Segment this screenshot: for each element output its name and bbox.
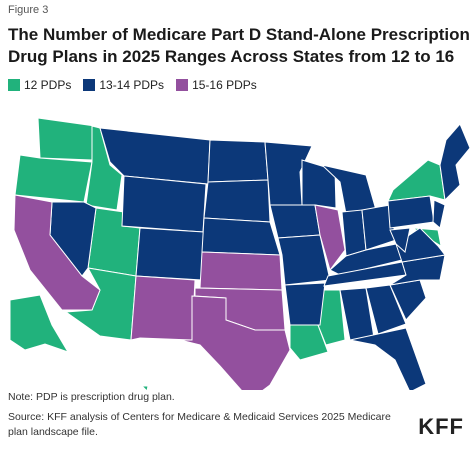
figure-label: Figure 3 — [8, 4, 49, 16]
state — [349, 327, 427, 390]
state — [135, 227, 205, 281]
state — [387, 195, 435, 229]
legend-swatch — [8, 79, 20, 91]
state — [9, 294, 70, 353]
state — [277, 234, 331, 286]
note: Note: PDP is prescription drug plan. — [8, 391, 175, 403]
state — [389, 227, 411, 253]
legend-label: 13-14 PDPs — [99, 78, 165, 92]
state — [207, 139, 269, 183]
state — [14, 154, 93, 203]
logo: KFF — [418, 414, 464, 439]
state — [387, 159, 446, 202]
state — [201, 217, 281, 256]
title: The Number of Medicare Part D Stand-Alon… — [8, 25, 470, 66]
state — [199, 251, 283, 291]
state — [264, 141, 313, 206]
state — [439, 123, 471, 202]
state — [121, 175, 207, 233]
legend-item: 15-16 PDPs — [176, 78, 257, 92]
state — [269, 204, 321, 239]
legend: 12 PDPs 13-14 PDPs 15-16 PDPs — [8, 78, 257, 92]
legend-item: 12 PDPs — [8, 78, 71, 92]
state — [365, 284, 407, 335]
state — [13, 194, 101, 311]
legend-label: 12 PDPs — [24, 78, 72, 92]
us-map — [9, 117, 471, 390]
legend-swatch — [83, 79, 96, 91]
state — [203, 179, 271, 223]
state — [37, 117, 96, 161]
source: Source: KFF analysis of Centers for Medi… — [8, 411, 391, 438]
state — [432, 199, 446, 229]
state — [179, 295, 291, 390]
legend-label: 15-16 PDPs — [192, 78, 257, 92]
state — [130, 275, 196, 341]
state — [140, 385, 149, 390]
legend-swatch — [176, 79, 189, 91]
state — [284, 282, 326, 326]
state — [314, 204, 346, 272]
legend-item: 13-14 PDPs — [83, 78, 164, 92]
